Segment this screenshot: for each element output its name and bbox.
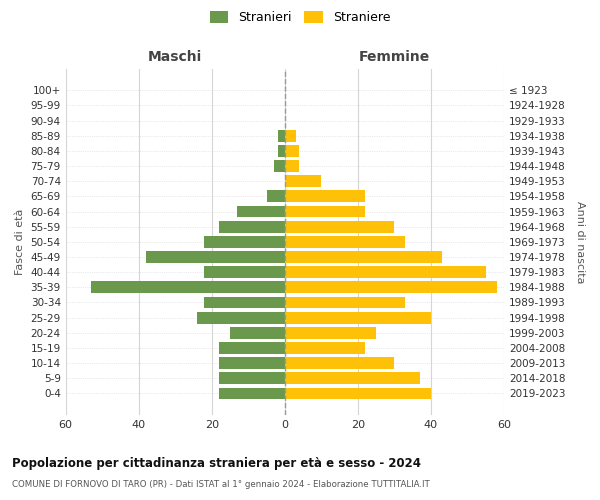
Bar [285, 130, 296, 141]
Bar [219, 221, 285, 232]
Bar [266, 190, 285, 202]
Bar [285, 145, 299, 157]
Bar [219, 357, 285, 369]
Bar [285, 327, 376, 338]
Bar [205, 266, 285, 278]
Bar [285, 312, 431, 324]
Bar [285, 221, 394, 232]
Bar [285, 236, 406, 248]
Bar [205, 296, 285, 308]
Bar [285, 160, 299, 172]
Bar [285, 342, 365, 354]
Bar [274, 160, 285, 172]
Bar [238, 206, 285, 218]
Text: COMUNE DI FORNOVO DI TARO (PR) - Dati ISTAT al 1° gennaio 2024 - Elaborazione TU: COMUNE DI FORNOVO DI TARO (PR) - Dati IS… [12, 480, 430, 489]
Bar [219, 372, 285, 384]
Bar [230, 327, 285, 338]
Text: Femmine: Femmine [359, 50, 430, 64]
Bar [197, 312, 285, 324]
Bar [285, 296, 406, 308]
Y-axis label: Anni di nascita: Anni di nascita [575, 200, 585, 283]
Y-axis label: Fasce di età: Fasce di età [15, 208, 25, 275]
Legend: Stranieri, Straniere: Stranieri, Straniere [205, 6, 395, 29]
Bar [285, 176, 322, 187]
Bar [285, 251, 442, 263]
Bar [285, 190, 365, 202]
Text: Maschi: Maschi [148, 50, 202, 64]
Bar [205, 236, 285, 248]
Bar [285, 282, 497, 294]
Bar [285, 206, 365, 218]
Bar [285, 266, 485, 278]
Bar [91, 282, 285, 294]
Bar [285, 388, 431, 400]
Bar [219, 388, 285, 400]
Bar [278, 145, 285, 157]
Bar [146, 251, 285, 263]
Bar [285, 372, 420, 384]
Bar [219, 342, 285, 354]
Bar [278, 130, 285, 141]
Bar [285, 357, 394, 369]
Text: Popolazione per cittadinanza straniera per età e sesso - 2024: Popolazione per cittadinanza straniera p… [12, 458, 421, 470]
